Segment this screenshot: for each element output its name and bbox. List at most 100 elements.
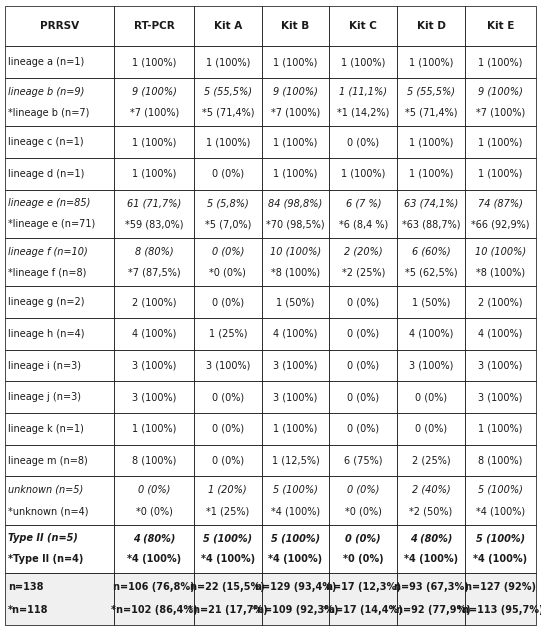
- Text: 2 (25%): 2 (25%): [412, 456, 450, 466]
- Text: 0 (0%): 0 (0%): [347, 297, 379, 307]
- Bar: [5, 381, 114, 413]
- Bar: [114, 46, 194, 78]
- Text: 3 (100%): 3 (100%): [132, 360, 176, 370]
- Text: *n=17 (14,4%): *n=17 (14,4%): [324, 605, 403, 615]
- Bar: [329, 318, 397, 350]
- Bar: [465, 445, 536, 476]
- Bar: [465, 6, 536, 46]
- Bar: [114, 6, 194, 46]
- Text: 3 (100%): 3 (100%): [132, 392, 176, 402]
- Bar: [262, 445, 329, 476]
- Text: *0 (0%): *0 (0%): [136, 506, 173, 516]
- Text: lineage i (n=3): lineage i (n=3): [8, 360, 81, 370]
- Bar: [397, 46, 465, 78]
- Text: *0 (0%): *0 (0%): [209, 268, 246, 278]
- Bar: [194, 126, 262, 158]
- Text: *n=113 (95,7%): *n=113 (95,7%): [457, 605, 541, 615]
- Text: 0 (0%): 0 (0%): [212, 424, 244, 434]
- Bar: [5, 46, 114, 78]
- Bar: [194, 6, 262, 46]
- Bar: [5, 413, 114, 445]
- Text: *lineage f (n=8): *lineage f (n=8): [8, 268, 87, 278]
- Bar: [114, 413, 194, 445]
- Bar: [262, 286, 329, 318]
- Text: *2 (50%): *2 (50%): [410, 506, 453, 516]
- Bar: [329, 6, 397, 46]
- Bar: [114, 476, 194, 525]
- Text: 0 (0%): 0 (0%): [347, 392, 379, 402]
- Text: *7 (87,5%): *7 (87,5%): [128, 268, 181, 278]
- Bar: [194, 381, 262, 413]
- Text: 8 (100%): 8 (100%): [132, 456, 176, 466]
- Text: 3 (100%): 3 (100%): [273, 360, 318, 370]
- Text: *lineage e (n=71): *lineage e (n=71): [8, 220, 95, 230]
- Text: 1 (100%): 1 (100%): [409, 137, 453, 147]
- Bar: [397, 6, 465, 46]
- Text: 5 (100%): 5 (100%): [476, 533, 525, 543]
- Bar: [329, 78, 397, 126]
- Text: *n=92 (77,9%): *n=92 (77,9%): [391, 605, 471, 615]
- Bar: [397, 238, 465, 286]
- Text: *n=21 (17,7%): *n=21 (17,7%): [188, 605, 268, 615]
- Text: 10 (100%): 10 (100%): [270, 247, 321, 257]
- Text: 1 (100%): 1 (100%): [409, 169, 453, 179]
- Bar: [329, 381, 397, 413]
- Text: *70 (98,5%): *70 (98,5%): [266, 220, 325, 230]
- Bar: [5, 78, 114, 126]
- Text: 6 (7 %): 6 (7 %): [346, 198, 381, 208]
- Text: *66 (92,9%): *66 (92,9%): [471, 220, 530, 230]
- Bar: [194, 190, 262, 238]
- Bar: [262, 573, 329, 625]
- Bar: [329, 190, 397, 238]
- Text: lineage j (n=3): lineage j (n=3): [8, 392, 81, 402]
- Text: 1 (100%): 1 (100%): [206, 137, 250, 147]
- Bar: [465, 190, 536, 238]
- Text: *4 (100%): *4 (100%): [268, 555, 322, 565]
- Text: Kit E: Kit E: [486, 21, 514, 32]
- Bar: [397, 445, 465, 476]
- Bar: [5, 190, 114, 238]
- Text: lineage h (n=4): lineage h (n=4): [8, 329, 84, 339]
- Bar: [465, 78, 536, 126]
- Bar: [114, 445, 194, 476]
- Bar: [329, 525, 397, 573]
- Text: 1 (100%): 1 (100%): [206, 57, 250, 67]
- Text: 1 (100%): 1 (100%): [132, 169, 176, 179]
- Text: 6 (60%): 6 (60%): [412, 247, 450, 257]
- Text: 4 (100%): 4 (100%): [478, 329, 523, 339]
- Text: *n=109 (92,3%): *n=109 (92,3%): [252, 605, 339, 615]
- Text: *2 (25%): *2 (25%): [341, 268, 385, 278]
- Bar: [5, 318, 114, 350]
- Bar: [194, 573, 262, 625]
- Bar: [465, 126, 536, 158]
- Text: 2 (100%): 2 (100%): [478, 297, 523, 307]
- Text: *6 (8,4 %): *6 (8,4 %): [339, 220, 388, 230]
- Bar: [194, 445, 262, 476]
- Bar: [465, 158, 536, 190]
- Bar: [114, 158, 194, 190]
- Bar: [465, 381, 536, 413]
- Text: 1 (11,1%): 1 (11,1%): [339, 86, 387, 97]
- Text: 5 (100%): 5 (100%): [478, 485, 523, 495]
- Text: Kit C: Kit C: [349, 21, 377, 32]
- Text: 1 (50%): 1 (50%): [276, 297, 315, 307]
- Bar: [329, 46, 397, 78]
- Text: 1 (100%): 1 (100%): [132, 137, 176, 147]
- Text: *unknown (n=4): *unknown (n=4): [8, 506, 89, 516]
- Text: 74 (87%): 74 (87%): [478, 198, 523, 208]
- Text: 5 (5,8%): 5 (5,8%): [207, 198, 249, 208]
- Text: 1 (100%): 1 (100%): [341, 57, 386, 67]
- Bar: [465, 413, 536, 445]
- Bar: [397, 190, 465, 238]
- Text: *7 (100%): *7 (100%): [476, 108, 525, 118]
- Bar: [194, 46, 262, 78]
- Bar: [465, 238, 536, 286]
- Bar: [194, 318, 262, 350]
- Bar: [262, 238, 329, 286]
- Bar: [397, 78, 465, 126]
- Text: 8 (100%): 8 (100%): [478, 456, 523, 466]
- Text: Kit B: Kit B: [281, 21, 309, 32]
- Text: Kit D: Kit D: [417, 21, 445, 32]
- Text: 0 (0%): 0 (0%): [347, 137, 379, 147]
- Text: 1 (100%): 1 (100%): [273, 424, 318, 434]
